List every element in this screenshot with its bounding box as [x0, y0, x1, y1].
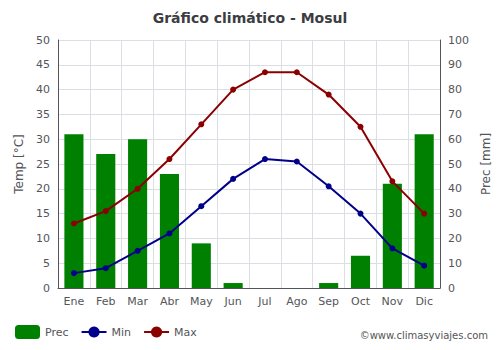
svg-text:40: 40 — [448, 182, 462, 195]
svg-text:Prec [mm]: Prec [mm] — [479, 133, 493, 195]
svg-text:20: 20 — [36, 182, 50, 195]
svg-text:50: 50 — [36, 34, 50, 47]
svg-text:Ago: Ago — [286, 295, 308, 308]
svg-text:Sep: Sep — [318, 295, 339, 308]
svg-text:80: 80 — [448, 83, 462, 96]
svg-text:70: 70 — [448, 108, 462, 121]
svg-text:Ene: Ene — [64, 295, 85, 308]
svg-text:May: May — [190, 295, 213, 308]
svg-text:Dic: Dic — [415, 295, 433, 308]
svg-text:Jun: Jun — [224, 295, 242, 308]
svg-text:Prec: Prec — [45, 326, 69, 339]
svg-text:25: 25 — [36, 158, 50, 171]
svg-text:Abr: Abr — [160, 295, 180, 308]
svg-text:20: 20 — [448, 232, 462, 245]
svg-text:0: 0 — [448, 282, 455, 295]
svg-text:Gráfico climático - Mosul: Gráfico climático - Mosul — [153, 10, 348, 26]
svg-text:15: 15 — [36, 207, 50, 220]
svg-text:Temp [°C]: Temp [°C] — [12, 134, 26, 195]
svg-text:0: 0 — [43, 282, 50, 295]
svg-text:Min: Min — [112, 326, 132, 339]
svg-text:Feb: Feb — [96, 295, 115, 308]
svg-text:Max: Max — [174, 326, 197, 339]
svg-text:40: 40 — [36, 83, 50, 96]
svg-text:100: 100 — [448, 34, 469, 47]
svg-text:5: 5 — [43, 257, 50, 270]
svg-text:10: 10 — [36, 232, 50, 245]
svg-text:Oct: Oct — [351, 295, 371, 308]
svg-text:10: 10 — [448, 257, 462, 270]
svg-text:45: 45 — [36, 58, 50, 71]
svg-text:Nov: Nov — [382, 295, 404, 308]
svg-text:Mar: Mar — [127, 295, 148, 308]
svg-text:30: 30 — [36, 133, 50, 146]
svg-text:90: 90 — [448, 58, 462, 71]
svg-text:Jul: Jul — [257, 295, 271, 308]
svg-text:35: 35 — [36, 108, 50, 121]
svg-text:60: 60 — [448, 133, 462, 146]
svg-text:50: 50 — [448, 158, 462, 171]
svg-text:©www.climasyviajes.com: ©www.climasyviajes.com — [360, 330, 488, 341]
svg-text:30: 30 — [448, 207, 462, 220]
